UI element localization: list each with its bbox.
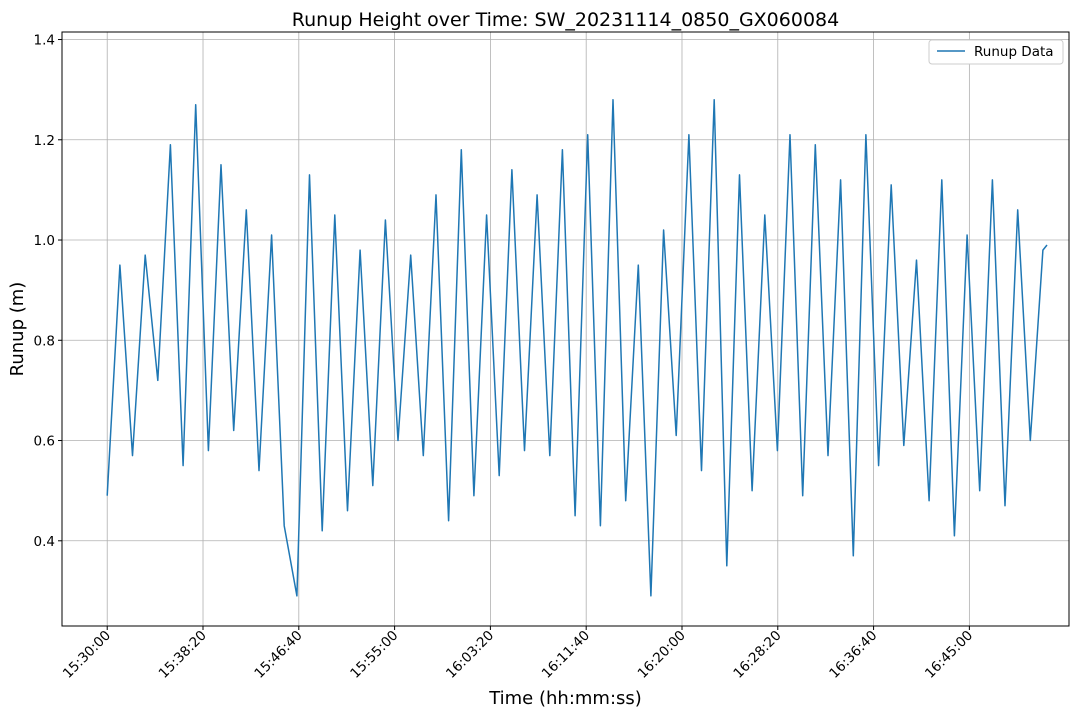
y-tick-label: 0.6 [34,434,55,450]
y-axis-title: Runup (m) [7,282,28,377]
y-tick-label: 1.0 [34,233,55,249]
legend-box [928,39,1064,65]
legend: Runup Data [928,39,1064,65]
y-tick-label: 1.4 [34,33,55,49]
line-layer [106,98,1048,597]
x-axis-title: Time (hh:mm:ss) [488,688,642,709]
series-line-runup [106,98,1048,597]
plot-area-frame [61,31,1070,627]
y-axis: 0.4 0.6 0.8 1.0 1.2 1.4 [34,33,62,550]
chart-title: Runup Height over Time: SW_20231114_0850… [292,9,839,31]
y-tick-label: 0.8 [34,333,55,349]
y-tick-label: 0.4 [34,534,55,550]
legend-label: Runup Data [974,44,1054,60]
grid-layer [62,32,1069,626]
y-tick-label: 1.2 [34,133,55,149]
